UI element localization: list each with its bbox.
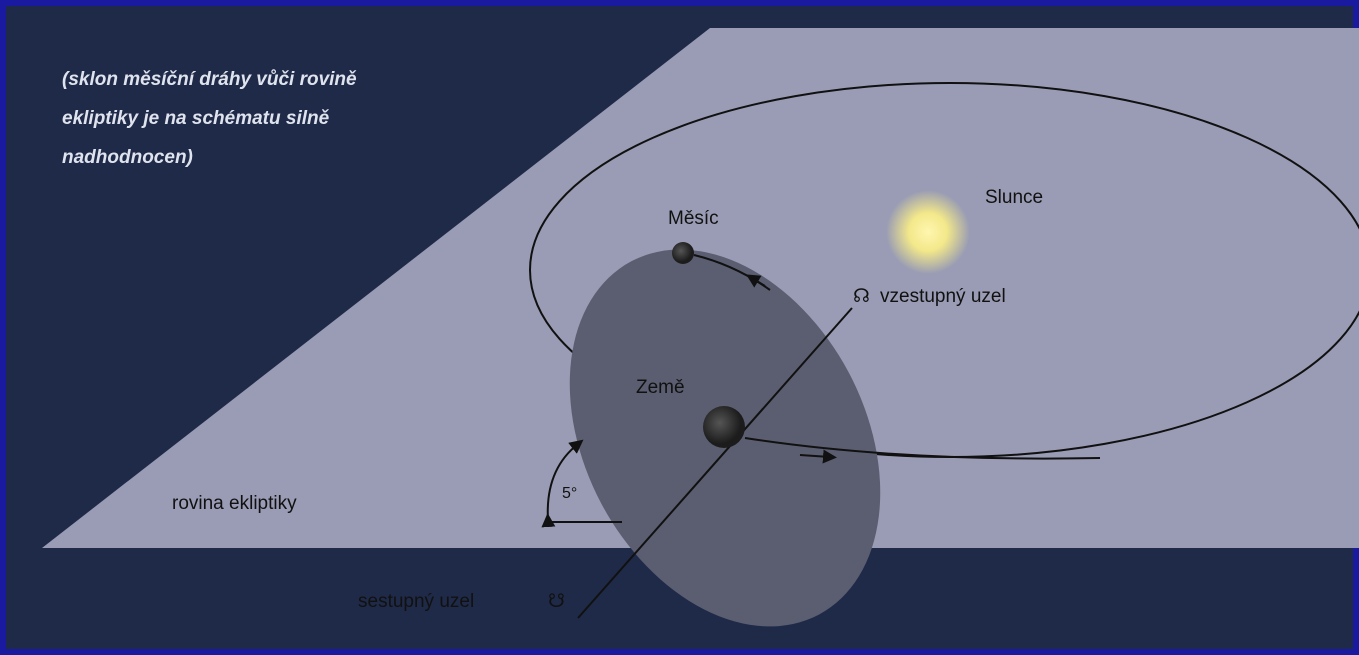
page: {"note": ["(sklon měsíční dráhy vůči rov… — [0, 0, 1359, 655]
earth — [703, 406, 745, 448]
sun — [886, 190, 970, 274]
node-symbol: ☋ — [548, 591, 565, 612]
note-line: nadhodnocen) — [62, 147, 193, 168]
note-line: ekliptiky je na schématu silně — [62, 108, 330, 129]
moon — [672, 242, 694, 264]
angle-label: 5° — [562, 485, 577, 502]
plane-label: rovina ekliptiky — [172, 493, 297, 514]
sun-label: Slunce — [985, 187, 1043, 208]
note-line: (sklon měsíční dráhy vůči rovině — [62, 69, 357, 90]
earth-label: Země — [636, 377, 685, 398]
node-symbol: ☊ — [853, 286, 870, 307]
node-label: sestupný uzel — [358, 591, 474, 612]
node-label: vzestupný uzel — [880, 286, 1006, 307]
diagram: (sklon měsíční dráhy vůči rovině eklipti… — [0, 0, 1359, 655]
moon-label: Měsíc — [668, 208, 719, 229]
